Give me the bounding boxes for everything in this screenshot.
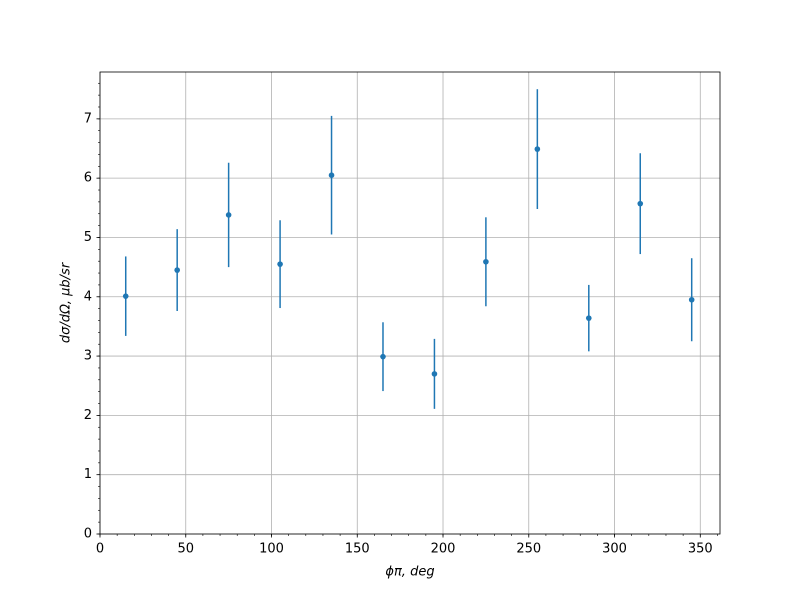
data-point (688, 296, 695, 303)
data-point (534, 146, 541, 152)
y-axis-label: dσ/dΩ, μb/sr (59, 261, 74, 343)
data-point (122, 293, 129, 299)
data-point (328, 172, 335, 178)
y-tick-label: 3 (84, 349, 92, 364)
y-tick-label: 7 (84, 111, 92, 126)
x-tick-label: 150 (345, 542, 370, 557)
data-point (637, 200, 644, 207)
plot-frame (99, 71, 721, 535)
x-tick-label: 100 (259, 542, 284, 557)
y-tick-label: 6 (84, 171, 92, 186)
data-point (380, 353, 386, 360)
y-tick-label: 4 (84, 289, 92, 304)
y-tick-label: 5 (84, 230, 92, 245)
data-point (277, 261, 283, 267)
x-tick-label: 0 (96, 542, 104, 557)
data-point (585, 315, 592, 321)
x-tick-label: 50 (177, 542, 194, 557)
x-tick-label: 200 (431, 542, 456, 557)
x-tick-label: 300 (602, 542, 627, 557)
y-tick-label: 0 (84, 527, 92, 542)
y-tick-label: 2 (84, 408, 92, 423)
data-point (431, 371, 438, 377)
x-tick-label: 250 (516, 542, 541, 557)
x-tick-label: 350 (688, 542, 713, 557)
x-axis-label: ϕπ, deg (385, 565, 434, 580)
data-point (483, 258, 489, 265)
data-point (174, 267, 180, 273)
data-point (225, 212, 232, 218)
y-tick-label: 1 (84, 467, 92, 482)
